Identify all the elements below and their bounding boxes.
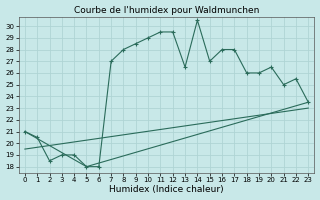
X-axis label: Humidex (Indice chaleur): Humidex (Indice chaleur) xyxy=(109,185,224,194)
Title: Courbe de l'humidex pour Waldmunchen: Courbe de l'humidex pour Waldmunchen xyxy=(74,6,259,15)
